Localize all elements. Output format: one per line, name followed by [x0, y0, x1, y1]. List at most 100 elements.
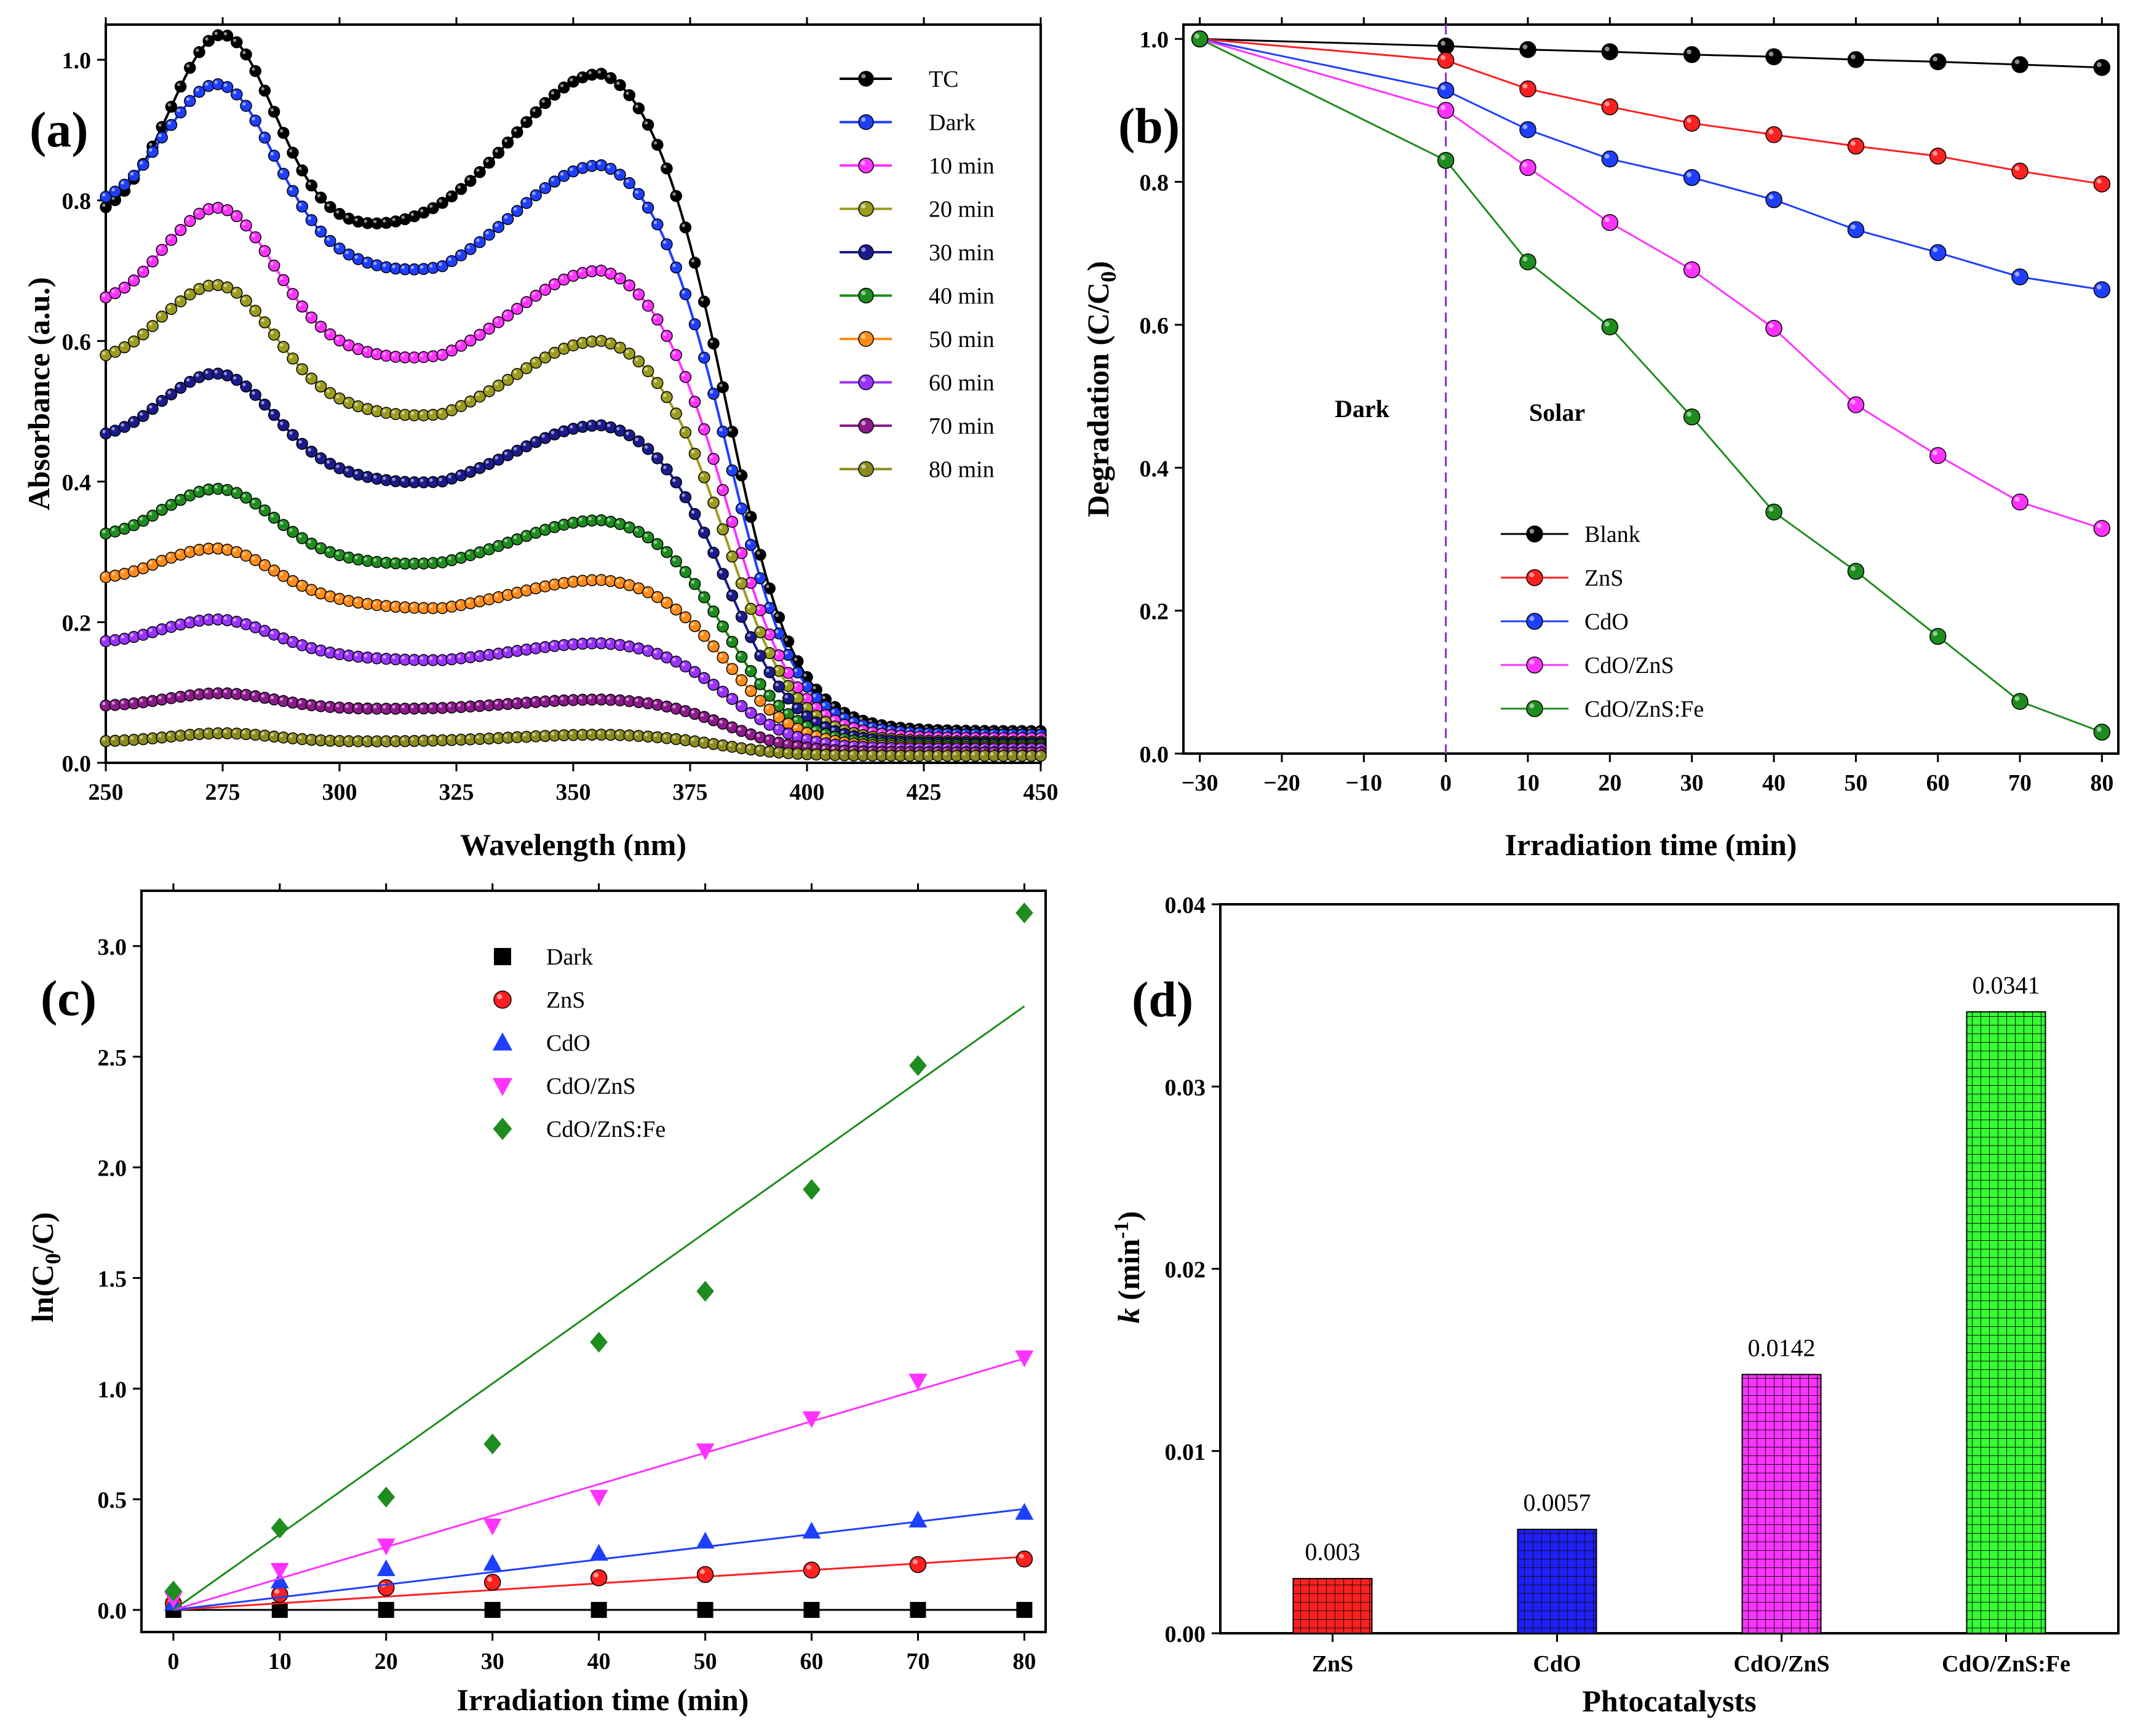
data-point — [146, 402, 159, 415]
data-point — [1519, 80, 1536, 98]
data-point-highlight — [439, 199, 442, 203]
x-tick-label: 20 — [1598, 770, 1621, 796]
data-point-highlight — [570, 167, 573, 172]
data-point — [118, 178, 131, 191]
data-point-highlight — [429, 656, 433, 660]
data-point — [707, 453, 720, 465]
data-point-highlight — [672, 351, 676, 355]
series-line-3 — [1199, 38, 2102, 530]
data-point-highlight — [149, 405, 153, 409]
data-point-highlight — [354, 704, 358, 709]
y-tick-label: 0.03 — [1165, 1075, 1206, 1101]
data-point — [590, 1569, 608, 1587]
y-tick-label: 1.0 — [98, 1377, 127, 1403]
data-point-highlight — [419, 656, 424, 660]
data-point-highlight — [298, 440, 302, 444]
data-point-highlight — [214, 281, 218, 285]
data-point — [670, 261, 682, 274]
panel-b: −30 −20 −10 0 10 20 30 40 50 60 70 80 0.0 0.2 0.4 0.6 0.… — [1081, 17, 2120, 862]
data-point — [305, 372, 318, 385]
data-point-highlight — [252, 692, 255, 696]
y-axis-title: k (min-1) — [1110, 1211, 1146, 1323]
data-point-highlight — [2014, 165, 2020, 171]
data-point-highlight — [913, 1559, 918, 1564]
data-point-highlight — [775, 613, 779, 618]
data-point — [109, 185, 121, 198]
data-point-highlight — [214, 81, 218, 84]
data-point — [287, 429, 299, 441]
data-point-highlight — [326, 237, 330, 241]
x-tick-label: 50 — [1844, 770, 1867, 796]
data-point-highlight — [308, 181, 311, 186]
data-point-highlight — [597, 421, 602, 425]
data-point-highlight — [653, 733, 658, 738]
data-point-highlight — [336, 394, 340, 399]
data-point — [324, 235, 336, 247]
data-point-highlight — [410, 266, 415, 269]
data-point — [745, 603, 757, 615]
data-point-highlight — [326, 648, 330, 653]
legend-label: 20 min — [929, 197, 995, 223]
data-point-highlight — [682, 568, 685, 572]
data-point-highlight — [532, 529, 536, 533]
data-point-highlight — [1850, 399, 1856, 405]
data-point — [277, 127, 290, 139]
data-point-highlight — [448, 704, 451, 707]
x-axis-title: Phtocatalysts — [1582, 1684, 1756, 1718]
data-point — [773, 680, 785, 693]
data-point — [745, 685, 757, 697]
data-point-highlight — [737, 549, 742, 553]
data-point-highlight — [298, 700, 302, 704]
data-point-highlight — [308, 736, 311, 740]
data-point-highlight — [186, 691, 190, 696]
x-tick-label: 375 — [673, 779, 708, 805]
data-point-highlight — [158, 557, 162, 561]
data-point-highlight — [504, 591, 508, 595]
data-point — [909, 1556, 927, 1574]
data-point-highlight — [523, 733, 527, 737]
data-point-highlight — [653, 650, 658, 654]
y-axis-title-exp: -1 — [1110, 1221, 1133, 1238]
data-point — [670, 189, 682, 202]
data-point-highlight — [588, 162, 592, 166]
data-point-highlight — [1441, 85, 1446, 90]
data-point-highlight — [644, 647, 648, 651]
data-point-highlight — [541, 732, 545, 736]
data-point-highlight — [1441, 105, 1446, 110]
data-point — [782, 692, 795, 705]
data-point-highlight — [466, 397, 471, 402]
data-point — [271, 1602, 288, 1619]
y-tick-label: 0.01 — [1165, 1439, 1206, 1465]
data-point-highlight — [513, 535, 517, 540]
data-point-highlight — [504, 215, 508, 219]
data-point-highlight — [691, 668, 695, 672]
data-point-highlight — [588, 640, 592, 643]
data-point — [268, 328, 280, 341]
data-point — [661, 463, 673, 476]
data-point-highlight — [270, 411, 274, 415]
legend-label: 50 min — [929, 327, 995, 352]
data-point-highlight — [177, 226, 181, 230]
data-point-highlight — [102, 351, 106, 355]
data-point-highlight — [906, 752, 910, 756]
data-point — [2011, 693, 2029, 710]
data-point-highlight — [737, 676, 742, 680]
data-point-highlight — [317, 589, 321, 594]
legend-marker — [1526, 656, 1543, 674]
data-point-highlight — [560, 641, 564, 645]
data-point-highlight — [392, 218, 395, 221]
data-point-highlight — [953, 752, 956, 756]
data-point-highlight — [757, 715, 760, 719]
data-point — [802, 1521, 821, 1539]
data-point-highlight — [757, 747, 760, 751]
data-point-highlight — [813, 745, 816, 749]
data-point-highlight — [570, 425, 573, 429]
data-point-highlight — [167, 305, 171, 309]
data-point-highlight — [806, 1564, 811, 1570]
y-tick-label: 0.2 — [62, 610, 92, 636]
data-point-highlight — [354, 653, 358, 657]
data-point — [698, 591, 710, 603]
data-point-highlight — [158, 246, 162, 250]
x-tick-label: 40 — [587, 1649, 611, 1674]
data-point — [1519, 41, 1536, 58]
